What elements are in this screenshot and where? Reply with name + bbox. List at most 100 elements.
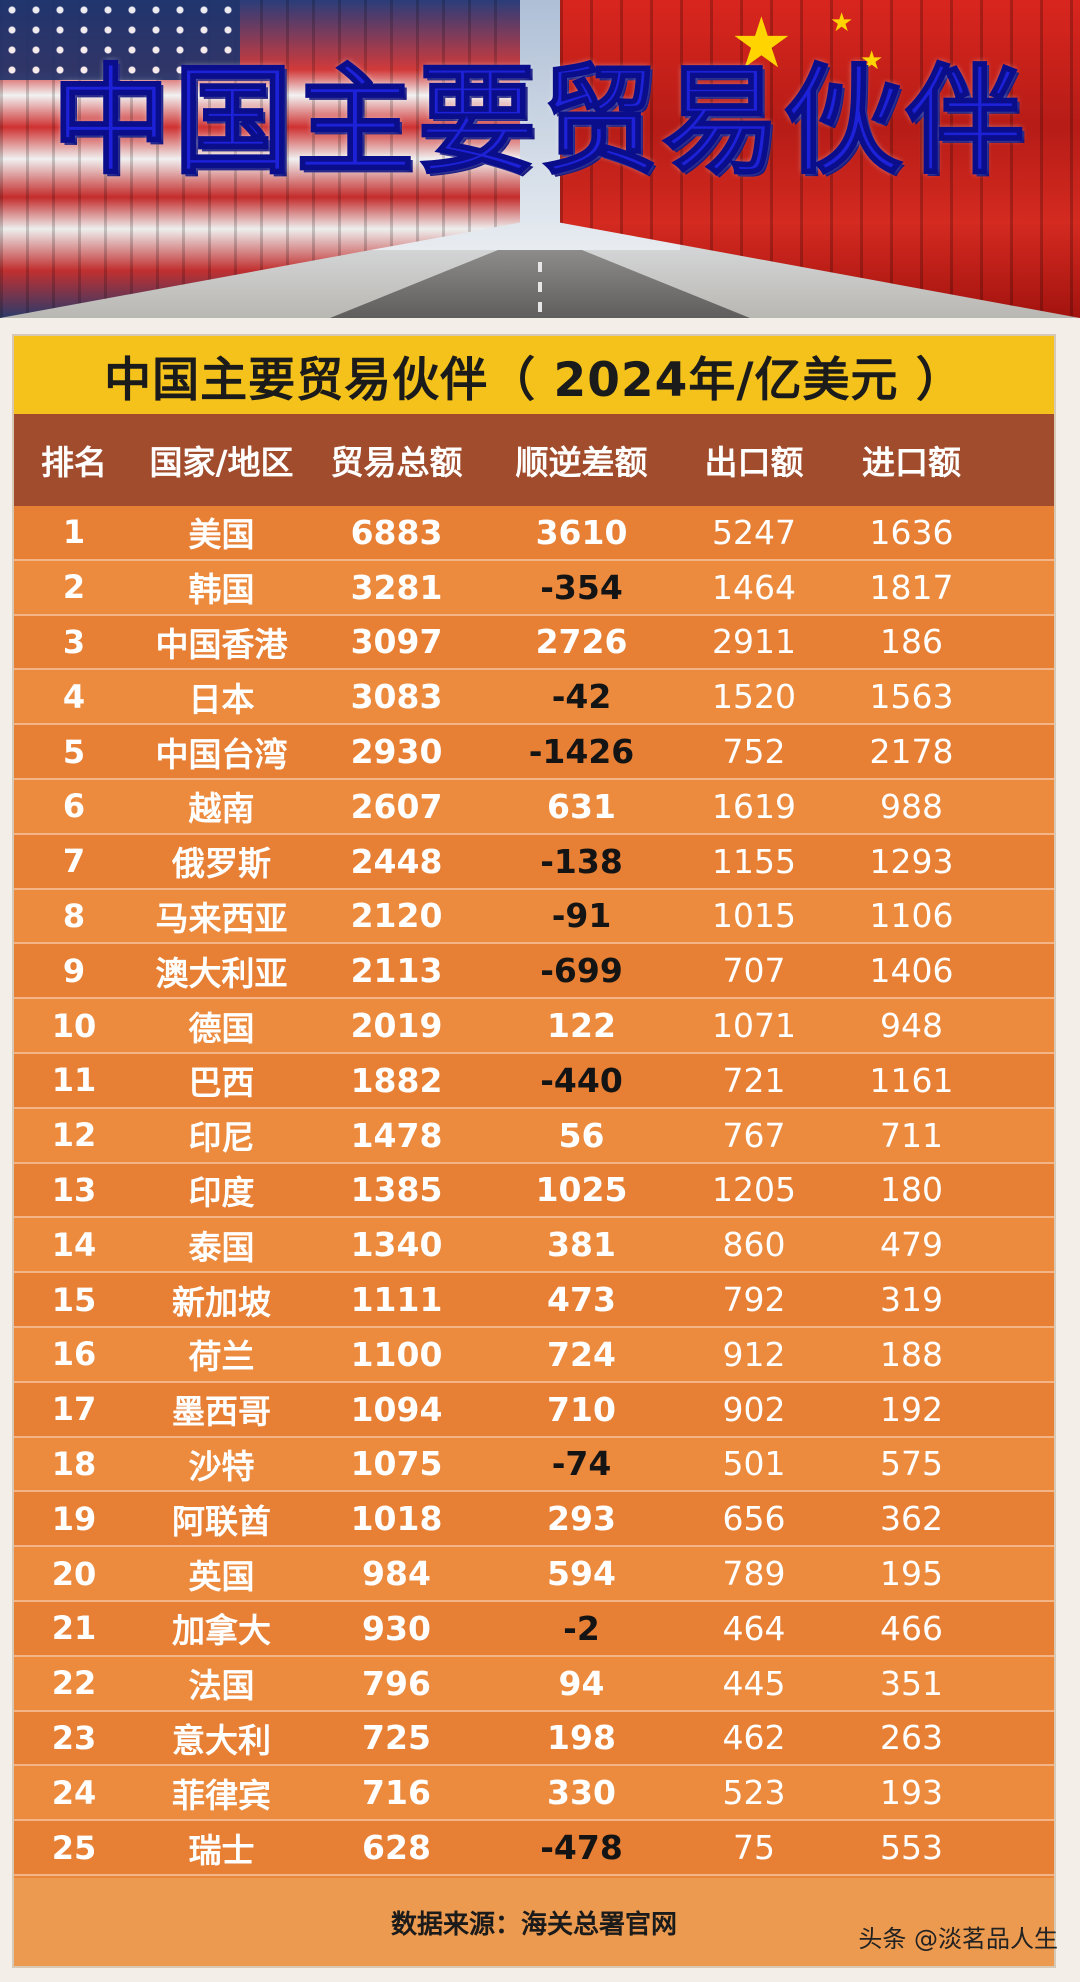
cell-export: 1464: [712, 567, 796, 607]
cell-country: 印尼: [188, 1118, 255, 1158]
cell-import: 1106: [869, 896, 954, 936]
cell-rank: 15: [51, 1280, 97, 1319]
data-source: 数据来源：海关总署官网: [14, 1878, 1054, 1966]
cell-rank: 22: [51, 1664, 97, 1703]
cell-country: 菲律宾: [172, 1775, 271, 1815]
cell-balance: 122: [547, 1006, 616, 1046]
table-row: 12 印尼 1478 56 767 711: [14, 1108, 1054, 1164]
table-row: 17 墨西哥 1094 710 902 192: [14, 1382, 1054, 1438]
cell-total: 3083: [350, 677, 443, 717]
header-total: 贸易总额: [330, 443, 463, 482]
cell-export: 523: [722, 1773, 786, 1813]
cell-balance: -1426: [528, 732, 635, 772]
cell-balance: -42: [551, 677, 612, 717]
header-balance: 顺逆差额: [515, 443, 648, 482]
cell-import: 180: [880, 1170, 943, 1210]
cell-export: 464: [722, 1608, 786, 1648]
cell-country: 中国台湾: [155, 734, 288, 774]
cell-balance: -354: [540, 567, 623, 607]
cell-country: 德国: [188, 1008, 255, 1048]
cell-total: 796: [362, 1663, 431, 1703]
cell-total: 984: [362, 1554, 431, 1594]
cell-rank: 10: [51, 1006, 97, 1045]
cell-total: 2120: [350, 896, 443, 936]
cell-total: 1882: [350, 1060, 443, 1100]
cell-balance: 631: [547, 786, 616, 826]
table-row: 9 澳大利亚 2113 -699 707 1406: [14, 944, 1054, 1000]
cell-country: 日本: [188, 679, 255, 719]
cell-export: 445: [722, 1663, 786, 1703]
cell-balance: -91: [551, 896, 612, 936]
table-title: 中国主要贸易伙伴（ 2024年/亿美元 ）: [14, 336, 1054, 414]
cell-export: 912: [722, 1334, 786, 1374]
cell-import: 479: [880, 1225, 943, 1265]
cell-rank: 4: [62, 677, 86, 716]
cell-rank: 18: [51, 1444, 97, 1483]
cell-balance: 2726: [535, 622, 628, 662]
cell-rank: 5: [62, 732, 86, 771]
table-row: 14 泰国 1340 381 860 479: [14, 1218, 1054, 1274]
flag-star-icon: ★: [860, 46, 884, 76]
cell-import: 195: [880, 1554, 943, 1594]
cell-rank: 19: [51, 1499, 97, 1538]
table-row: 1 美国 6883 3610 5247 1636: [14, 506, 1054, 561]
cell-import: 988: [880, 786, 943, 826]
cell-export: 1071: [712, 1006, 796, 1046]
table-row: 24 菲律宾 716 330 523 193: [14, 1766, 1054, 1822]
table-row: 21 加拿大 930 -2 464 466: [14, 1601, 1054, 1657]
table-row: 5 中国台湾 2930 -1426 752 2178: [14, 725, 1054, 780]
cell-rank: 12: [51, 1116, 97, 1155]
cell-import: 263: [880, 1718, 943, 1758]
cell-rank: 24: [51, 1773, 97, 1812]
cell-balance: 473: [547, 1280, 616, 1320]
cell-country: 巴西: [188, 1063, 255, 1103]
cell-import: 192: [880, 1389, 943, 1429]
cell-rank: 6: [62, 787, 86, 826]
cell-balance: 198: [547, 1718, 616, 1758]
cell-import: 1406: [869, 951, 954, 991]
cell-export: 462: [722, 1718, 786, 1758]
table-row: 16 荷兰 1100 724 912 188: [14, 1327, 1054, 1383]
cell-total: 3097: [350, 622, 443, 662]
cell-import: 193: [880, 1773, 943, 1813]
cell-balance: 293: [547, 1499, 616, 1539]
cell-export: 5247: [712, 512, 796, 552]
cell-rank: 3: [62, 622, 86, 661]
cell-export: 721: [722, 1060, 786, 1100]
cell-country: 美国: [188, 515, 255, 555]
cell-import: 2178: [869, 732, 954, 772]
cell-total: 1100: [350, 1334, 443, 1374]
watermark: 头条 @淡茗品人生: [858, 1925, 1058, 1953]
cell-balance: 381: [547, 1225, 616, 1265]
table-row: 6 越南 2607 631 1619 988: [14, 779, 1054, 835]
cell-balance: -478: [540, 1828, 623, 1868]
cell-country: 法国: [188, 1666, 255, 1706]
cell-country: 新加坡: [172, 1282, 271, 1322]
cell-total: 1478: [350, 1115, 443, 1155]
cell-balance: 724: [547, 1334, 616, 1374]
table-row: 11 巴西 1882 -440 721 1161: [14, 1053, 1054, 1109]
trade-partner-table: 中国主要贸易伙伴（ 2024年/亿美元 ） 排名 国家/地区 贸易总额 顺逆差额…: [12, 334, 1056, 1968]
cell-country: 沙特: [188, 1446, 255, 1486]
cell-rank: 13: [51, 1170, 97, 1209]
table-row: 4 日本 3083 -42 1520 1563: [14, 670, 1054, 726]
cell-balance: 594: [547, 1554, 616, 1594]
cell-total: 1018: [350, 1499, 443, 1539]
cell-total: 2019: [350, 1006, 443, 1046]
cell-export: 902: [722, 1389, 786, 1429]
cell-balance: -2: [563, 1608, 600, 1648]
cell-total: 1075: [350, 1444, 443, 1484]
cell-import: 575: [880, 1444, 943, 1484]
table-row: 22 法国 796 94 445 351: [14, 1656, 1054, 1712]
cell-country: 泰国: [188, 1227, 255, 1267]
cell-export: 789: [722, 1554, 786, 1594]
cell-export: 656: [722, 1499, 786, 1539]
cell-balance: 710: [547, 1389, 616, 1429]
cell-total: 716: [362, 1773, 431, 1813]
cell-country: 俄罗斯: [172, 844, 271, 884]
table-row: 25 瑞士 628 -478 75 553: [14, 1821, 1054, 1876]
cell-total: 1385: [350, 1170, 443, 1210]
cell-country: 越南: [188, 789, 255, 829]
cell-rank: 16: [51, 1335, 97, 1374]
cell-export: 707: [722, 951, 786, 991]
